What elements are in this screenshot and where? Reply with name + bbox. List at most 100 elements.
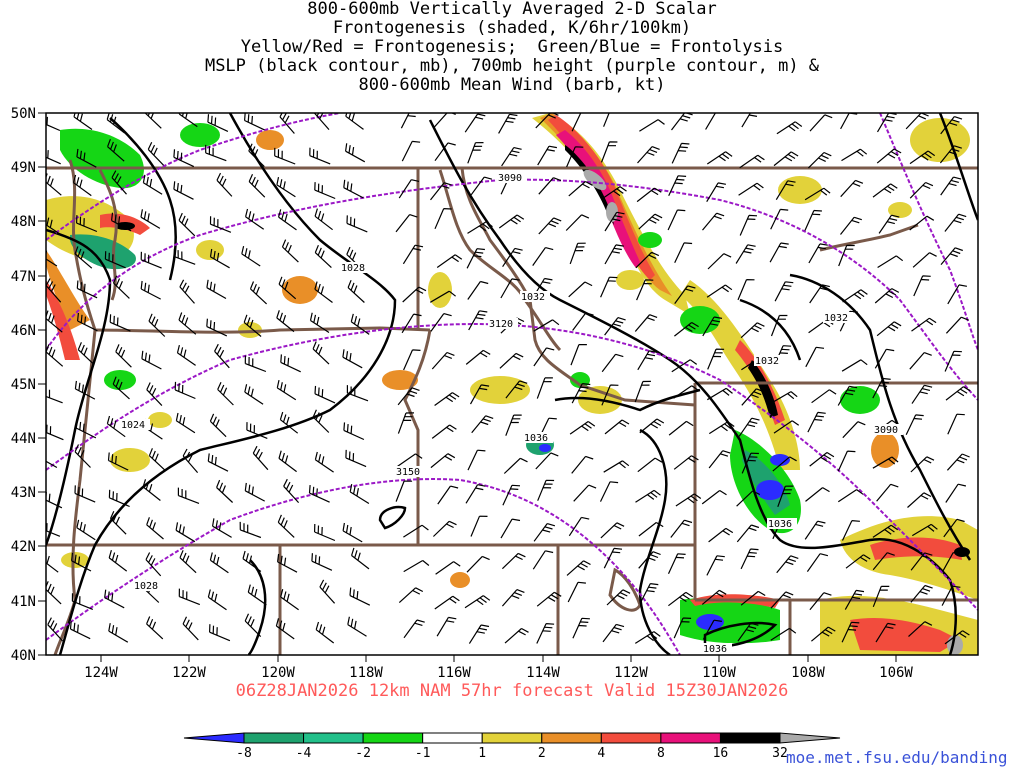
mslp-line-4 <box>428 119 958 655</box>
puget-sound <box>98 169 118 301</box>
wind-barb <box>568 180 593 197</box>
frontogenesis-shading <box>46 113 978 655</box>
wind-barb <box>148 313 166 337</box>
mslp-contours <box>46 113 978 655</box>
wind-barb <box>741 452 759 474</box>
wind-barb <box>770 591 794 609</box>
wind-barb <box>702 619 722 640</box>
wind-barb <box>635 489 661 503</box>
wind-barb <box>465 349 491 365</box>
wind-barb <box>76 215 98 233</box>
wind-barb <box>600 141 618 163</box>
wind-barb <box>431 351 455 370</box>
wind-barb <box>276 310 295 333</box>
wind-barb <box>807 151 832 169</box>
wind-barb <box>347 616 367 637</box>
wind-barb <box>343 422 365 441</box>
wind-barb <box>281 239 299 263</box>
wind-barb <box>111 170 127 195</box>
wind-barb <box>945 483 967 503</box>
wind-barb <box>175 412 196 434</box>
contour-labels: 1028 1032 1024 1036 1028 1032 1032 1036 … <box>120 172 903 655</box>
wind-barb <box>602 623 625 643</box>
wind-barb <box>349 587 371 606</box>
wind-barb <box>430 182 452 201</box>
wind-barb <box>502 484 521 506</box>
wind-barb <box>207 453 229 472</box>
source-credit: moe.met.fsu.edu/banding <box>786 748 1008 767</box>
wind-barb <box>109 511 127 535</box>
wind-barb <box>838 244 855 267</box>
mslp-label-2: 1032 <box>521 292 545 303</box>
lat-label-45n: 45N <box>11 377 36 393</box>
wind-barb <box>811 389 837 404</box>
wind-barb <box>73 113 93 130</box>
wind-barb <box>941 585 961 606</box>
wind-barb <box>351 547 370 570</box>
wind-barb <box>606 589 631 606</box>
wind-barb <box>532 550 554 570</box>
wind-barb <box>108 550 128 572</box>
colorbar-box <box>660 732 721 744</box>
wind-barb <box>140 280 161 300</box>
shade-se-lower-red <box>850 618 960 652</box>
wind-barb <box>182 616 199 641</box>
wind-barb <box>247 584 267 606</box>
wind-barb <box>639 119 665 132</box>
wind-barb <box>470 515 488 537</box>
wind-barb <box>569 242 586 265</box>
lat-label-43n: 43N <box>11 485 36 501</box>
wind-barb <box>397 453 423 467</box>
colorbar-box <box>243 732 305 744</box>
wind-barb <box>432 520 457 537</box>
wind-barb <box>46 116 61 132</box>
wind-barb <box>573 484 597 502</box>
wind-barb <box>72 174 92 197</box>
wind-barb <box>946 453 970 471</box>
wind-barb <box>638 521 664 537</box>
wind-barb <box>809 284 830 304</box>
height-line-3120 <box>46 323 978 611</box>
lon-label-110w: 110W <box>702 665 736 681</box>
wind-barb <box>278 450 297 473</box>
mslp-label-4: 1036 <box>524 433 548 444</box>
wind-barb <box>74 380 96 400</box>
chart-title: 800-600mb Vertically Averaged 2-D Scalar… <box>0 0 1024 95</box>
mslp-line-10 <box>938 113 978 221</box>
wind-barb <box>467 280 489 300</box>
wind-barb <box>345 143 366 163</box>
wind-barb <box>741 113 760 128</box>
wind-barb <box>74 246 93 269</box>
wind-barb <box>312 341 330 365</box>
wind-barb <box>109 314 131 332</box>
wind-barb <box>239 521 262 539</box>
wind-barb <box>566 560 591 576</box>
wind-barb <box>173 181 194 200</box>
wind-barb <box>945 386 971 401</box>
wind-barb <box>434 208 452 230</box>
wind-barb <box>944 350 962 372</box>
wind-barb <box>668 420 694 436</box>
shade-blob-3 <box>196 240 224 260</box>
wind-barb <box>634 314 658 332</box>
wind-barb <box>346 215 368 233</box>
wind-barb <box>943 518 965 538</box>
wind-barb <box>397 412 415 434</box>
wind-barb <box>349 483 370 505</box>
wind-barb <box>140 209 161 229</box>
wind-barb <box>604 211 625 232</box>
lon-label-114w: 114W <box>526 665 560 681</box>
wind-barb <box>776 555 799 574</box>
wind-barb <box>674 242 693 264</box>
wind-barb <box>872 585 890 608</box>
wind-barb <box>702 316 723 337</box>
lat-label-40n: 40N <box>11 648 36 664</box>
wind-barb <box>702 212 725 231</box>
wind-barb <box>244 113 265 131</box>
wind-barb <box>911 384 933 404</box>
wind-barb <box>244 482 265 502</box>
wind-barb <box>106 415 126 438</box>
wind-barb <box>877 255 904 269</box>
wind-barb <box>345 113 364 130</box>
wind-barb <box>568 281 593 298</box>
